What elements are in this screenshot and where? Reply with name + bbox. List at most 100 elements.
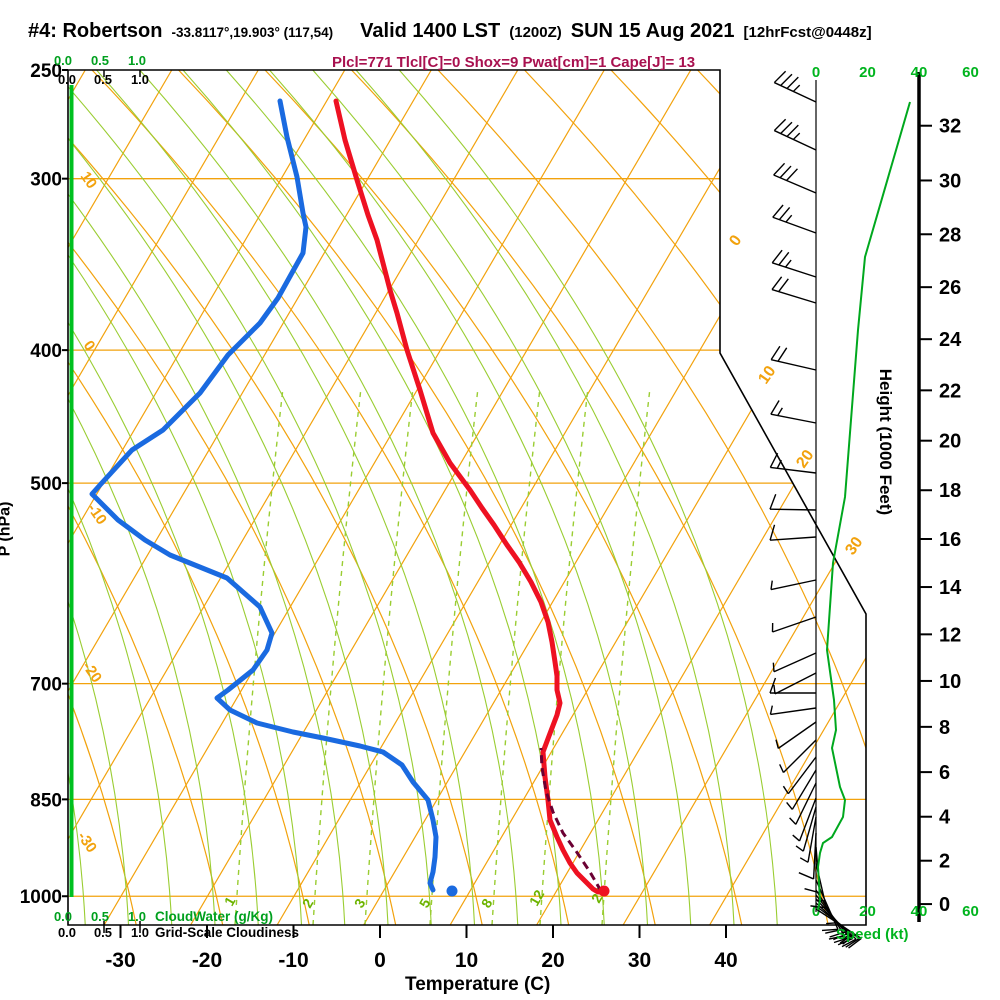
parcel-path-curve xyxy=(539,747,603,892)
mixing-ratio-label: 3 xyxy=(351,896,369,911)
pressure-tick-label: 850 xyxy=(30,790,62,811)
pressure-tick-label: 400 xyxy=(30,341,62,362)
speed-tick-label: 60 xyxy=(962,903,979,920)
bot-cloudwater-tick-1: 1.0 xyxy=(127,909,147,924)
wind-barb xyxy=(773,118,817,151)
bot-cloudwater-tick-0: 0.0 xyxy=(53,909,73,924)
speed-tick-label: 20 xyxy=(859,903,876,920)
top-cloudwater-tick-0: 0.0 xyxy=(53,53,73,68)
wind-barb xyxy=(773,70,817,103)
wind-barb xyxy=(770,579,817,591)
bot-cloudwater-tick-05: 0.5 xyxy=(90,909,110,924)
wind-barb xyxy=(769,677,816,694)
top-cloudwater-tick-1: 1.0 xyxy=(127,53,147,68)
isotherm-label: 20 xyxy=(793,447,817,471)
bot-cloudiness-tick-0: 0.0 xyxy=(57,925,77,940)
valid-time: Valid 1400 LST xyxy=(360,20,501,42)
speed-tick-label: 0 xyxy=(812,64,820,81)
dry-adiabat-label: -20 xyxy=(79,659,105,687)
temperature-tick-label: 20 xyxy=(541,949,564,972)
pressure-tick-label: 700 xyxy=(30,675,62,696)
wind-barb xyxy=(771,616,817,633)
dry-adiabat-label: 0 xyxy=(80,338,99,355)
height-tick-label: 12 xyxy=(939,624,961,646)
speed-tick-label: 40 xyxy=(911,64,928,81)
height-tick-label: 0 xyxy=(939,894,950,916)
height-tick-label: 28 xyxy=(939,224,961,246)
pressure-tick-label: 300 xyxy=(30,170,62,191)
speed-tick-label: 60 xyxy=(962,64,979,81)
mixing-ratio-label: 2 xyxy=(299,896,317,911)
speed-tick-label: 40 xyxy=(911,903,928,920)
temperature-axis-ticks: -30 -20 -10 0 10 20 30 40 xyxy=(103,70,738,972)
wind-barb xyxy=(773,162,817,194)
wind-barbs xyxy=(769,70,862,949)
isotherm-label: 10 xyxy=(755,363,779,387)
top-cloudwater-tick-05: 0.5 xyxy=(90,53,110,68)
surface-dewpoint-dot xyxy=(446,885,458,897)
pressure-tick-label: 1000 xyxy=(20,887,62,908)
temperature-tick-label: -30 xyxy=(105,949,135,972)
stability-params-line: Plcl=771 Tlcl[C]=0 Shox=9 Pwat[cm]=1 Cap… xyxy=(332,54,696,71)
pressure-axis-ticks: 250 300 400 500 700 850 1000 xyxy=(20,61,68,908)
pressure-tick-label: 250 xyxy=(30,61,62,82)
temperature-tick-label: 40 xyxy=(714,949,737,972)
height-tick-label: 32 xyxy=(939,116,961,138)
wind-speed-curve xyxy=(816,101,911,911)
isotherm-label: 0 xyxy=(726,232,745,249)
pressure-tick-label: 500 xyxy=(30,474,62,495)
height-tick-label: 2 xyxy=(939,851,950,873)
speed-axis-title: Speed (kt) xyxy=(836,926,909,943)
wind-barb xyxy=(769,705,817,716)
mixing-ratio-label: 12 xyxy=(526,887,548,909)
pressure-axis-title: P (hPa) xyxy=(0,501,14,557)
height-tick-label: 14 xyxy=(939,577,962,599)
valid-date: SUN 15 Aug 2021 xyxy=(570,20,735,42)
wind-barb xyxy=(770,400,817,424)
wind-barb xyxy=(789,782,817,825)
background-grid xyxy=(68,70,866,925)
wind-barb xyxy=(782,756,817,795)
height-tick-label: 10 xyxy=(939,671,961,693)
cloudiness-scale-label: Grid-Scale Cloudiness xyxy=(155,925,300,940)
wind-barb xyxy=(798,832,817,880)
temperature-axis-title: Temperature (C) xyxy=(405,974,551,995)
temperature-tick-label: -20 xyxy=(192,949,222,972)
height-axis-title: Height (1000 Feet) xyxy=(876,368,896,516)
wind-barb xyxy=(772,652,817,673)
height-tick-label: 22 xyxy=(939,380,961,402)
bot-cloudiness-tick-1: 1.0 xyxy=(130,925,150,940)
title-bar: #4: Robertson -33.8117°,19.903° (117,54)… xyxy=(28,20,872,43)
wind-barb xyxy=(769,524,817,541)
surface-temperature-dot xyxy=(598,885,610,897)
temperature-tick-label: 30 xyxy=(628,949,651,972)
top-cloudiness-tick-05: 0.5 xyxy=(93,72,113,87)
height-tick-label: 18 xyxy=(939,480,961,502)
forecast-run: [12hrFcst@0448z] xyxy=(743,24,872,41)
station-title: #4: Robertson xyxy=(28,20,163,42)
height-tick-label: 20 xyxy=(939,431,961,453)
wind-barb xyxy=(779,739,817,774)
height-tick-label: 6 xyxy=(939,762,950,784)
dry-adiabat-label: 10 xyxy=(77,169,100,192)
mixing-ratio-label: 5 xyxy=(416,896,434,911)
wind-barb xyxy=(771,276,817,304)
wind-barb xyxy=(772,204,817,234)
dry-adiabat-label: -30 xyxy=(74,829,100,857)
height-tick-label: 16 xyxy=(939,529,961,551)
height-tick-label: 26 xyxy=(939,277,961,299)
wind-barb xyxy=(771,249,817,278)
wind-barb xyxy=(792,797,817,842)
wind-barb xyxy=(769,452,817,474)
wind-barb xyxy=(769,494,817,511)
height-tick-label: 4 xyxy=(939,807,951,829)
cloudwater-scale-label: CloudWater (g/Kg) xyxy=(155,909,273,924)
temperature-curve xyxy=(333,98,601,895)
wind-barb xyxy=(786,769,817,810)
height-tick-label: 24 xyxy=(939,329,962,351)
height-tick-label: 30 xyxy=(939,170,961,192)
speed-tick-label: 20 xyxy=(859,64,876,81)
